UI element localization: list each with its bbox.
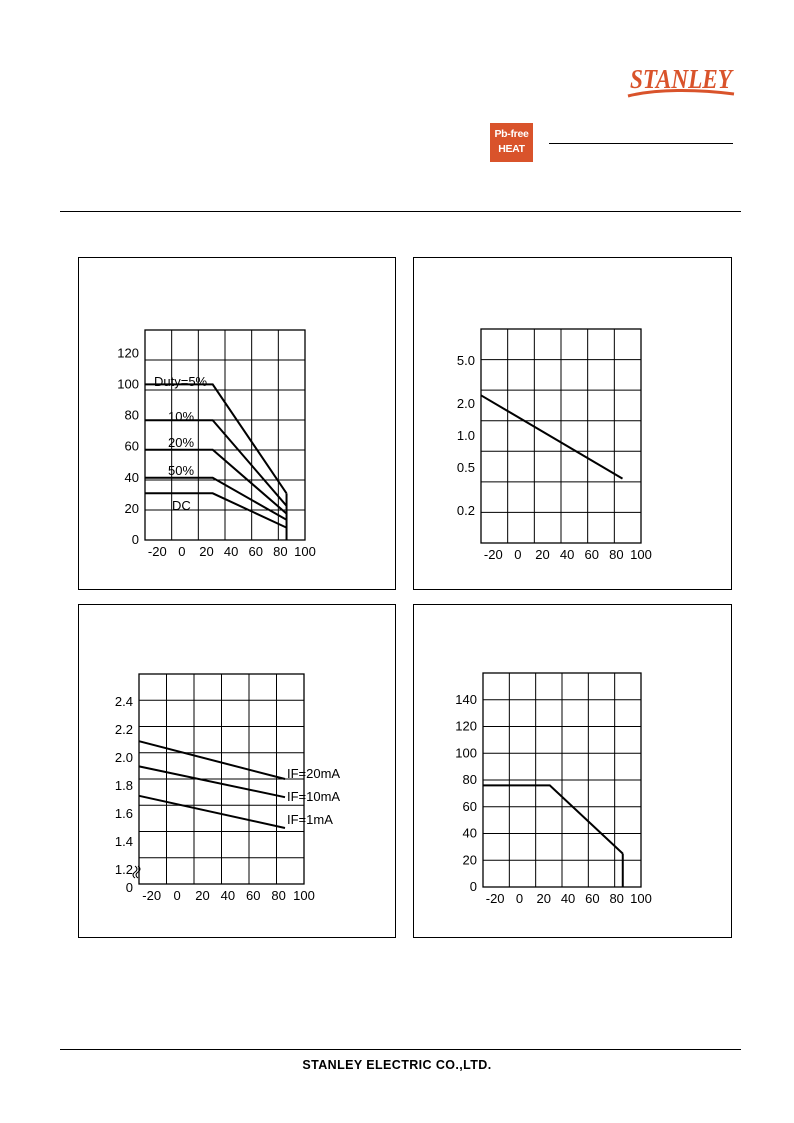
- y-tick-label: 20: [125, 501, 139, 516]
- chart-panel-2: -20 0 20 40 60 80 100 0.2 0.5 1.0 2.0 5.0: [413, 257, 732, 590]
- y-tick-label: 5.0: [457, 353, 475, 368]
- series-label: Duty=5%: [154, 374, 208, 389]
- x-tick-label: 80: [609, 891, 623, 906]
- x-tick-label: 0: [173, 888, 180, 903]
- y-tick-label: 120: [117, 345, 139, 360]
- logo-swoosh: [627, 88, 735, 98]
- x-tick-label: 80: [273, 544, 287, 559]
- x-tick-label: 40: [561, 891, 575, 906]
- x-tick-label: 60: [249, 544, 263, 559]
- x-tick-label: 20: [535, 547, 549, 562]
- y-tick-label: 1.0: [457, 428, 475, 443]
- x-tick-label: 0: [516, 891, 523, 906]
- axis-break-mark: [132, 865, 141, 879]
- y-tick-label: 80: [463, 772, 477, 787]
- y-tick-label: 80: [125, 408, 139, 423]
- y-tick-label: 1.4: [115, 834, 133, 849]
- x-tick-label: 40: [560, 547, 574, 562]
- x-tick-label: 100: [294, 544, 316, 559]
- x-tick-label: 20: [199, 544, 213, 559]
- y-tick-label: 120: [455, 719, 477, 734]
- series-line: [145, 448, 288, 515]
- y-tick-label: 2.0: [457, 396, 475, 411]
- part-number-line: [549, 143, 733, 144]
- series-line: [145, 476, 287, 521]
- chart-panel-3: -20 0 20 40 60 80 100 0 1.2 1.4 1.6 1.8 2.0 2.2 2.4 IF=…: [78, 604, 396, 938]
- x-tick-label: 60: [585, 547, 599, 562]
- x-tick-label: 0: [178, 544, 185, 559]
- x-tick-label: 100: [293, 888, 315, 903]
- y-tick-label: 0.2: [457, 503, 475, 518]
- footer-rule: [60, 1049, 741, 1050]
- logo-text: STANLEY: [630, 64, 734, 94]
- series-line: [145, 383, 288, 494]
- x-tick-label: 100: [630, 891, 652, 906]
- y-tick-label: 0.5: [457, 460, 475, 475]
- series-label: IF=1mA: [287, 812, 333, 827]
- series-label: 10%: [168, 409, 194, 424]
- series-label: DC: [172, 498, 191, 513]
- y-tick-label: 1.6: [115, 806, 133, 821]
- chart-1-svg: -20 0 20 40 60 80 100 0 20 40 60 80 100 120 Duty=5% 10%…: [117, 329, 316, 559]
- series-line: [138, 740, 286, 780]
- series-line: [145, 492, 287, 529]
- badge-line1: Pb-free: [494, 128, 529, 140]
- y-tick-label: 40: [463, 826, 477, 841]
- x-tick-label: -20: [486, 891, 505, 906]
- y-tick-label: 1.2: [115, 862, 133, 877]
- x-tick-label: 100: [630, 547, 652, 562]
- series-label: IF=20mA: [287, 766, 340, 781]
- y-tick-label: 100: [117, 376, 139, 391]
- y-tick-label: 2.4: [115, 694, 133, 709]
- y-tick-label: 0: [126, 880, 133, 895]
- x-tick-label: 0: [514, 547, 521, 562]
- series-label: IF=10mA: [287, 789, 340, 804]
- chart-panel-4: -20 0 20 40 60 80 100 0 20 40 60 80 100 120 140: [413, 604, 732, 938]
- x-tick-label: -20: [142, 888, 161, 903]
- x-tick-label: 20: [195, 888, 209, 903]
- series-label: 50%: [168, 463, 194, 478]
- x-tick-label: 40: [221, 888, 235, 903]
- y-tick-label: 2.0: [115, 750, 133, 765]
- y-tick-label: 40: [125, 470, 139, 485]
- series-line: [145, 419, 288, 507]
- y-tick-label: 60: [125, 439, 139, 454]
- x-tick-label: 60: [585, 891, 599, 906]
- x-tick-label: 80: [271, 888, 285, 903]
- x-tick-label: -20: [484, 547, 503, 562]
- badge-line2: HEAT: [498, 143, 525, 155]
- pb-free-heat-badge: Pb-free HEAT: [490, 123, 533, 162]
- y-tick-label: 140: [455, 692, 477, 707]
- x-tick-label: 20: [537, 891, 551, 906]
- company-name: STANLEY ELECTRIC CO.,LTD.: [302, 1058, 492, 1072]
- header-rule: [60, 211, 741, 212]
- y-tick-label: 60: [463, 799, 477, 814]
- series-line: [138, 794, 286, 829]
- x-tick-label: -20: [148, 544, 167, 559]
- x-tick-label: 40: [224, 544, 238, 559]
- stanley-logo: STANLEY: [627, 64, 735, 98]
- y-tick-label: 1.8: [115, 778, 133, 793]
- chart-2-svg: -20 0 20 40 60 80 100 0.2 0.5 1.0 2.0 5.0: [457, 328, 652, 562]
- chart-3-svg: -20 0 20 40 60 80 100 0 1.2 1.4 1.6 1.8 2.0 2.2 2.4 IF=…: [115, 673, 340, 903]
- series-label: 20%: [168, 435, 194, 450]
- y-tick-label: 0: [132, 532, 139, 547]
- series-line: [480, 394, 624, 480]
- y-tick-label: 100: [455, 745, 477, 760]
- series-line: [138, 765, 286, 799]
- x-tick-label: 60: [246, 888, 260, 903]
- y-tick-label: 2.2: [115, 722, 133, 737]
- y-tick-label: 20: [463, 852, 477, 867]
- chart-4-svg: -20 0 20 40 60 80 100 0 20 40 60 80 100 120 140: [455, 672, 652, 906]
- series-line: [483, 784, 624, 855]
- x-tick-label: 80: [609, 547, 623, 562]
- y-tick-label: 0: [470, 879, 477, 894]
- chart-panel-1: -20 0 20 40 60 80 100 0 20 40 60 80 100 120 Duty=5% 10%…: [78, 257, 396, 590]
